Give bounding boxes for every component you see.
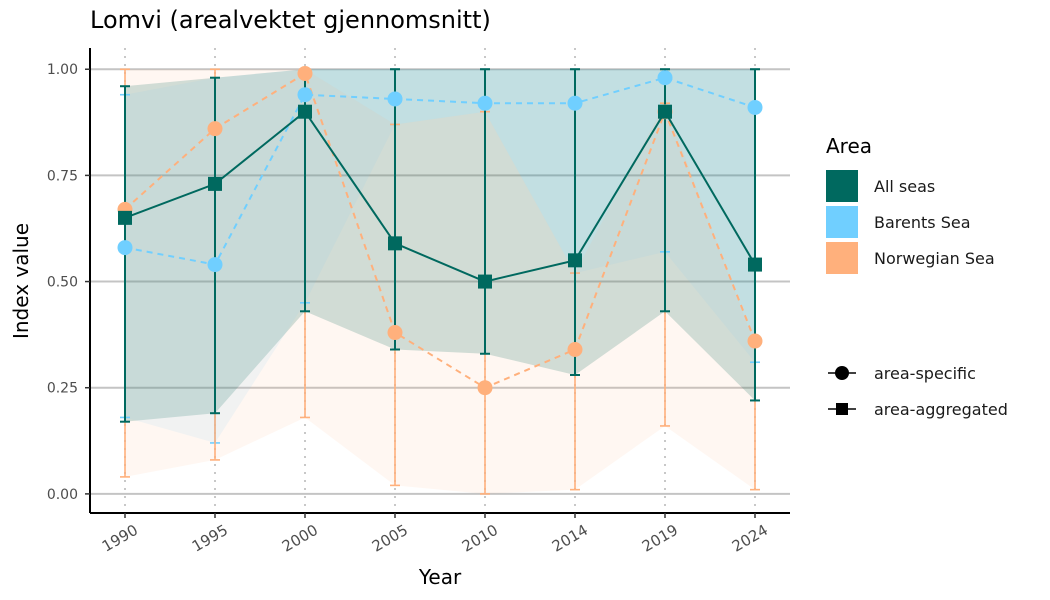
y-tick-label: 0.75 bbox=[47, 168, 78, 184]
circle-key-icon bbox=[828, 366, 856, 380]
legend-label: Norwegian Sea bbox=[874, 248, 995, 268]
x-tick-label: 2010 bbox=[459, 521, 501, 556]
data-point-circle bbox=[387, 91, 403, 107]
legend-label: area-aggregated bbox=[874, 399, 1008, 419]
x-tick-label: 1995 bbox=[189, 521, 231, 556]
legend-swatch-all-seas bbox=[826, 170, 858, 202]
area-legend: Area All seas Barents Sea Norwegian Sea bbox=[826, 134, 1046, 276]
data-point-square bbox=[658, 104, 672, 119]
data-point-circle bbox=[207, 257, 223, 273]
data-point-square bbox=[118, 210, 132, 225]
legend-item-norwegian-sea: Norwegian Sea bbox=[826, 240, 1046, 276]
series-line-all-seas bbox=[124, 109, 756, 283]
data-point-circle bbox=[747, 333, 763, 349]
confidence-ribbons bbox=[125, 69, 755, 494]
legend-label: All seas bbox=[874, 176, 936, 196]
series-line-barents-sea bbox=[124, 76, 756, 266]
data-point-circle bbox=[747, 99, 763, 115]
error-bar bbox=[570, 68, 580, 376]
x-tick-label: 2024 bbox=[729, 521, 771, 556]
y-tick-label: 0.50 bbox=[47, 275, 78, 291]
y-tick-label: 0.25 bbox=[47, 381, 78, 397]
data-point-square bbox=[748, 257, 762, 272]
legend-title: Area bbox=[826, 134, 873, 158]
ribbon-norwegian-sea bbox=[125, 69, 755, 494]
data-point-circle bbox=[567, 342, 583, 358]
legend-label: Barents Sea bbox=[874, 212, 971, 232]
legend-item-area-aggregated: area-aggregated bbox=[826, 391, 1046, 427]
data-point-circle bbox=[297, 65, 313, 81]
legend-label: area-specific bbox=[874, 363, 976, 383]
x-tick-label: 2019 bbox=[639, 521, 681, 556]
data-point-circle bbox=[207, 121, 223, 137]
legend-swatch-norwegian-sea bbox=[826, 242, 858, 274]
error-bar bbox=[480, 68, 490, 355]
x-tick-label: 2000 bbox=[279, 521, 321, 556]
legend-item-barents-sea: Barents Sea bbox=[826, 204, 1046, 240]
data-point-square bbox=[478, 274, 492, 289]
y-tick-label: 1.00 bbox=[47, 62, 78, 78]
shape-legend: area-specific area-aggregated bbox=[826, 355, 1046, 427]
data-point-square bbox=[298, 104, 312, 119]
legend-item-all-seas: All seas bbox=[826, 168, 1046, 204]
data-point-circle bbox=[117, 240, 133, 256]
x-tick-label: 2005 bbox=[369, 521, 411, 556]
series-points bbox=[117, 65, 763, 396]
ribbon-barents-sea bbox=[125, 69, 755, 443]
data-point-circle bbox=[387, 325, 403, 341]
data-point-square bbox=[208, 176, 222, 191]
data-point-circle bbox=[477, 380, 493, 396]
data-point-circle bbox=[297, 87, 313, 103]
error-bar bbox=[390, 68, 400, 351]
series-lines bbox=[124, 71, 756, 389]
x-axis-title: Year bbox=[418, 565, 462, 589]
data-point-square bbox=[568, 253, 582, 268]
legend-item-area-specific: area-specific bbox=[826, 355, 1046, 391]
y-axis-title: Index value bbox=[9, 223, 33, 339]
chart-title: Lomvi (arealvektet gjennomsnitt) bbox=[90, 6, 491, 34]
data-point-circle bbox=[477, 95, 493, 111]
data-point-circle bbox=[657, 70, 673, 86]
data-point-circle bbox=[567, 95, 583, 111]
y-tick-label: 0.00 bbox=[47, 487, 78, 503]
ribbon-all-seas bbox=[125, 69, 755, 422]
series-line-norwegian-sea bbox=[124, 71, 756, 389]
x-tick-label: 1990 bbox=[99, 521, 141, 556]
legend-swatch-barents-sea bbox=[826, 206, 858, 238]
x-tick-label: 2014 bbox=[549, 521, 591, 556]
data-point-square bbox=[388, 236, 402, 251]
square-key-icon bbox=[828, 403, 856, 415]
